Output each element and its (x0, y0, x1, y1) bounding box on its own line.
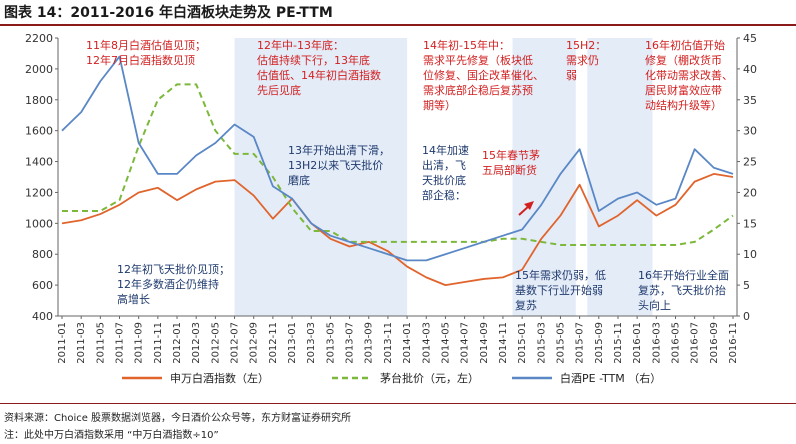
annotation-15h2: 15H2： 需求仍 弱 (566, 39, 607, 82)
x-tick-label: 2011-05 (95, 322, 106, 364)
x-tick-label: 2012-05 (210, 322, 221, 364)
annotation-2015-demand: 15年需求仍弱，低 基数下行业开始弱 复苏 (515, 269, 606, 312)
x-tick-label: 2014-01 (402, 322, 413, 364)
x-tick-label: 2013-03 (306, 322, 317, 364)
x-tick-label: 2015-01 (517, 322, 528, 364)
annotation-2016-recovery: 16年开始行业全面 复苏，飞天批价抬 头向上 (638, 269, 729, 312)
annotation-2016: 16年初估值开始 修复（棚改货币 化带动需求改善、 居民财富效应带 动结构升级等… (645, 39, 733, 112)
x-tick-label: 2012-09 (249, 322, 260, 364)
note-text: 注：此处中万白酒指数采用 “中万白酒指数÷10” (4, 430, 219, 441)
x-tick-label: 2016-01 (632, 322, 643, 364)
left-tick-label: 600 (32, 279, 53, 292)
right-tick-label: 20 (743, 186, 757, 199)
series-line-1 (61, 173, 734, 287)
legend-label-1: 申万白酒指数（左） (170, 371, 269, 385)
x-tick-label: 2015-09 (594, 322, 605, 364)
shaded-period-3 (587, 38, 653, 316)
left-tick-label: 2200 (25, 32, 53, 45)
x-tick-label: 2014-09 (479, 322, 490, 364)
annotation-valuation-top: 11年8月白酒估值见顶； 12年7月白酒指数见顶 (86, 39, 206, 67)
bottom-divider (0, 403, 796, 404)
series-line-2 (62, 83, 734, 246)
legend-label-3: 白酒PE -TTM （右） (560, 371, 661, 385)
x-tick-label: 2011-09 (134, 322, 145, 364)
legend-label-2: 茅台批价（元，左） (380, 371, 479, 385)
left-tick-label: 1000 (25, 217, 53, 230)
x-tick-label: 2012-03 (191, 322, 202, 364)
figure-title: 图表 14：2011-2016 年白酒板块走势及 PE-TTM (4, 5, 333, 21)
left-tick-label: 1600 (25, 125, 53, 138)
right-tick-label: 30 (743, 125, 757, 138)
x-tick-label: 2013-01 (287, 322, 298, 364)
right-tick-label: 10 (743, 248, 757, 261)
right-tick-label: 40 (743, 63, 757, 76)
left-tick-label: 2000 (25, 63, 53, 76)
right-tick-label: 0 (743, 310, 750, 323)
x-tick-label: 2016-09 (709, 322, 720, 364)
annotation-2012-2013: 12年中-13年底： 估值持续下行，13年底 估值低、14年初白酒指数 先后见底 (257, 39, 381, 97)
shaded-period-1 (234, 38, 408, 316)
annotation-2012-price: 12年初飞天批价见顶； 12年多数酒企仍维持 高增长 (117, 263, 230, 306)
annotation-2014-2015: 14年初-15年中： 需求平先修复（板块低 位修复、国企改革催化、 需求底部企稳… (423, 39, 544, 112)
x-tick-label: 2013-09 (364, 322, 375, 364)
x-tick-label: 2013-07 (345, 322, 356, 364)
left-tick-label: 1400 (25, 156, 53, 169)
x-tick-label: 2015-07 (575, 322, 586, 364)
x-tick-label: 2012-11 (268, 322, 279, 364)
x-tick-label: 2016-11 (728, 322, 739, 364)
x-tick-label: 2012-07 (230, 322, 241, 364)
right-tick-label: 15 (743, 217, 757, 230)
arrow-head (524, 201, 534, 210)
x-tick-label: 2011-11 (153, 322, 164, 364)
right-tick-label: 25 (743, 156, 757, 169)
left-tick-label: 1200 (25, 186, 53, 199)
right-tick-label: 35 (743, 94, 757, 107)
x-tick-label: 2016-07 (690, 322, 701, 364)
x-tick-label: 2011-07 (115, 322, 126, 364)
x-tick-label: 2014-07 (460, 322, 471, 364)
annotation-2014-price: 14年加速 出清，飞 天批价底 部企稳： (422, 144, 469, 202)
left-tick-label: 800 (32, 248, 53, 261)
x-tick-label: 2015-03 (536, 322, 547, 364)
x-tick-label: 2011-03 (76, 322, 87, 364)
right-tick-label: 45 (743, 32, 757, 45)
series-line-3 (61, 55, 734, 262)
x-tick-label: 2013-11 (383, 322, 394, 364)
source-text: 资料来源：Choice 股票数据浏览器，今日酒价公众号等，东方财富证券研究所 (4, 413, 352, 424)
x-tick-label: 2015-05 (555, 322, 566, 364)
annotation-2013-price: 13年开始出清下滑， 13H2以来飞天批价 磨底 (288, 144, 390, 187)
x-tick-label: 2011-01 (57, 322, 68, 364)
left-tick-label: 1800 (25, 94, 53, 107)
left-tick-label: 400 (32, 310, 53, 323)
x-tick-label: 2014-05 (440, 322, 451, 364)
right-tick-label: 5 (743, 279, 750, 292)
x-tick-label: 2014-11 (498, 322, 509, 364)
x-tick-label: 2014-03 (421, 322, 432, 364)
x-tick-label: 2016-03 (651, 322, 662, 364)
annotation-2015-shortage: 15年春节茅 五局部断货 (482, 149, 540, 177)
x-tick-label: 2016-05 (670, 322, 681, 364)
x-tick-label: 2015-11 (613, 322, 624, 364)
title-divider (0, 24, 796, 26)
x-tick-label: 2012-01 (172, 322, 183, 364)
x-tick-label: 2013-05 (325, 322, 336, 364)
